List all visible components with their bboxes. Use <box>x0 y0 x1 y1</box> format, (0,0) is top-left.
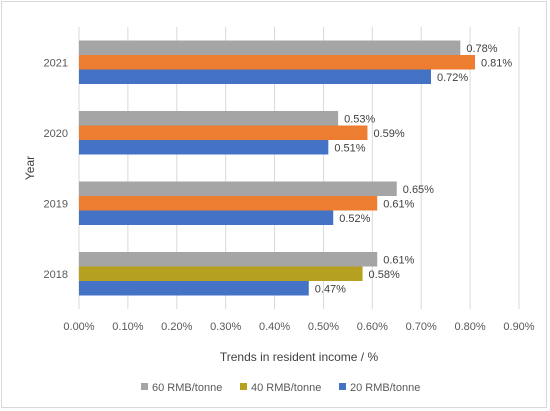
legend-swatch <box>141 383 148 390</box>
data-label: 0.52% <box>339 213 370 225</box>
y-tick-label: 2021 <box>44 57 68 69</box>
bar <box>79 69 431 84</box>
bars <box>79 40 475 296</box>
x-tick-label: 0.50% <box>308 321 339 333</box>
bar <box>79 210 334 225</box>
x-tick-label: 0.80% <box>455 321 486 333</box>
bar <box>79 281 309 296</box>
legend-label: 20 RMB/tonne <box>350 382 420 394</box>
bar <box>79 111 339 126</box>
y-tick-label: 2020 <box>44 128 68 140</box>
bar <box>79 125 368 140</box>
bar <box>79 40 461 55</box>
x-tick-label: 0.10% <box>112 321 143 333</box>
legend-label: 60 RMB/tonne <box>152 382 222 394</box>
legend: 60 RMB/tonne 40 RMB/tonne 20 RMB/tonne <box>141 382 420 394</box>
data-label: 0.78% <box>466 43 497 55</box>
y-axis-title: Year <box>23 156 37 180</box>
x-tick-label: 0.40% <box>259 321 290 333</box>
x-axis-title: Trends in resident income / % <box>220 350 379 364</box>
data-labels: 0.61% 0.58% 0.47% 0.65% 0.61% 0.52% 0.53% 0.59%… <box>315 43 513 296</box>
bar <box>79 196 378 211</box>
x-tick-label: 0.60% <box>357 321 388 333</box>
data-label: 0.53% <box>344 113 375 125</box>
legend-swatch <box>240 383 247 390</box>
data-label: 0.59% <box>373 128 404 140</box>
data-label: 0.61% <box>383 254 414 266</box>
data-label: 0.61% <box>383 198 414 210</box>
x-tick-label: 0.70% <box>406 321 437 333</box>
x-tick-label: 0.00% <box>63 321 94 333</box>
legend-swatch <box>339 383 346 390</box>
y-tick-label: 2018 <box>44 269 68 281</box>
bar <box>79 140 329 155</box>
x-tick-label: 0.30% <box>210 321 241 333</box>
data-label: 0.47% <box>315 283 346 295</box>
x-tick-label: 0.90% <box>503 321 534 333</box>
ticks: 0.00% 0.10% 0.20% 0.30% 0.40% 0.50% 0.60% 0.70%… <box>44 57 535 333</box>
bar <box>79 252 378 267</box>
y-tick-label: 2019 <box>44 198 68 210</box>
bar <box>79 55 475 70</box>
bar <box>79 181 397 196</box>
data-label: 0.81% <box>481 57 512 69</box>
legend-label: 40 RMB/tonne <box>251 382 321 394</box>
data-label: 0.65% <box>403 184 434 196</box>
data-label: 0.58% <box>369 269 400 281</box>
data-label: 0.72% <box>437 72 468 84</box>
data-label: 0.51% <box>334 142 365 154</box>
x-tick-label: 0.20% <box>161 321 192 333</box>
bar <box>79 266 363 281</box>
